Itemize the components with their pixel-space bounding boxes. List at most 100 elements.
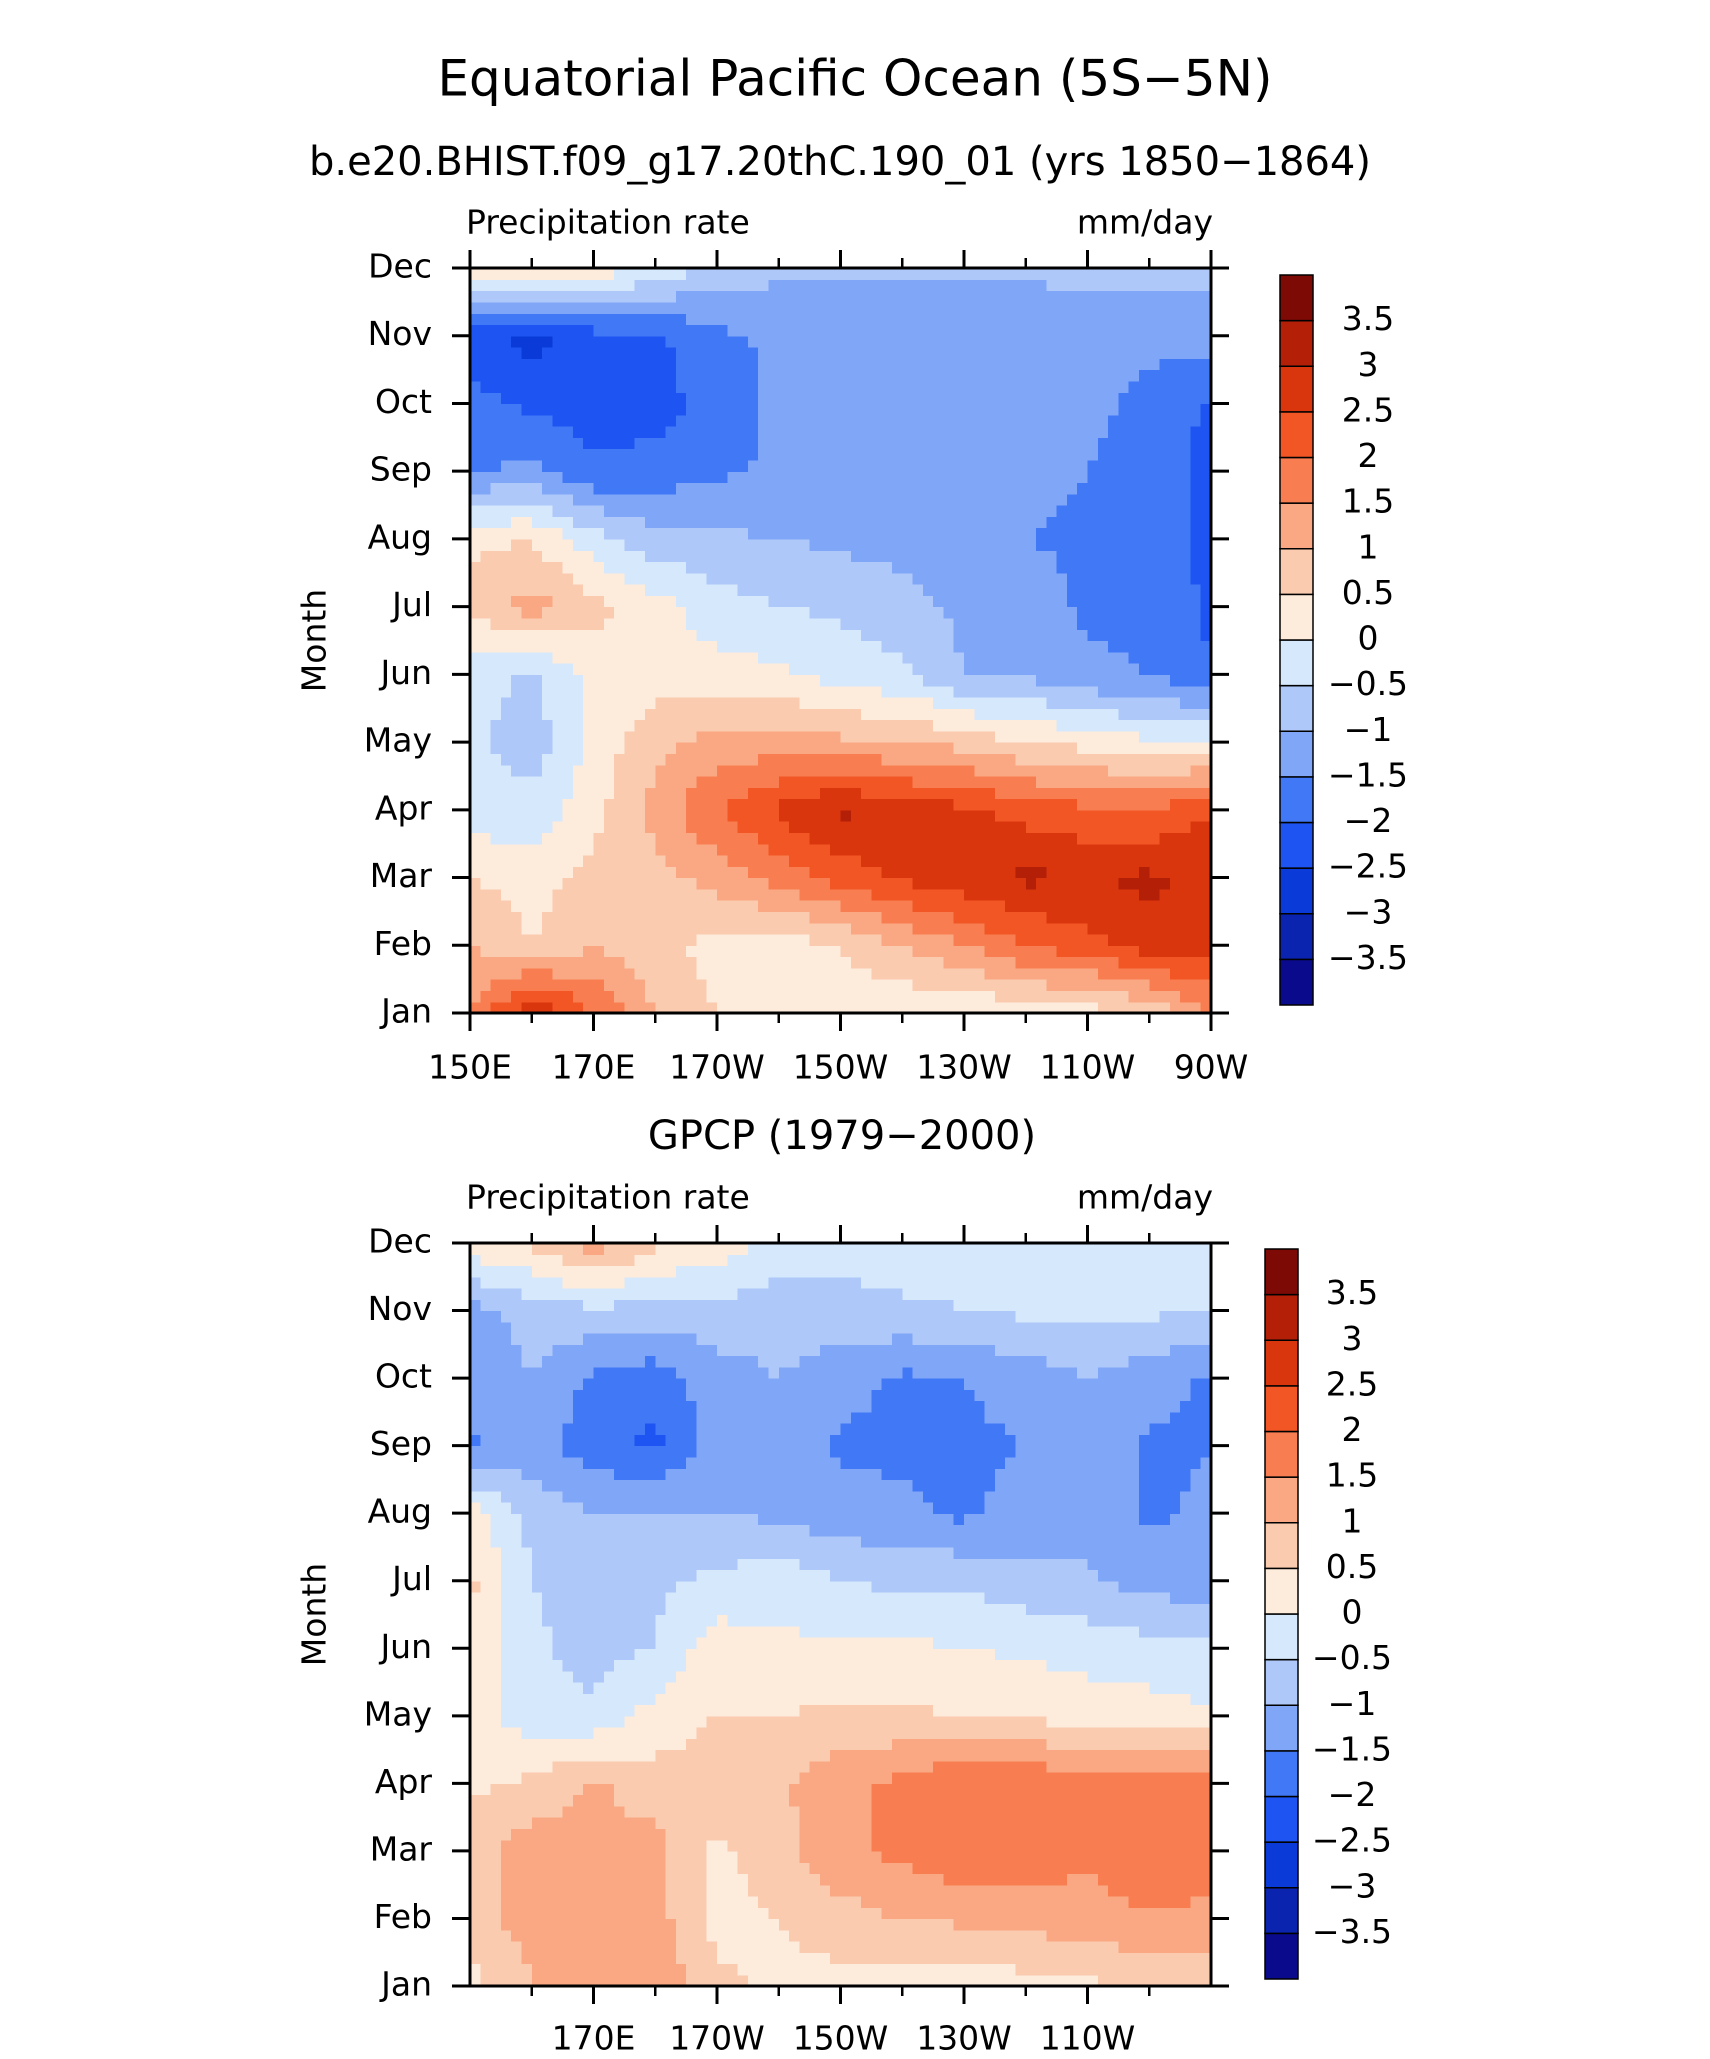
contour-patch (552, 572, 564, 585)
contour-patch (542, 945, 553, 958)
contour-patch (1128, 888, 1140, 901)
contour-patch (675, 730, 687, 743)
contour-patch (1005, 866, 1017, 879)
contour-patch (717, 708, 728, 721)
contour-patch (758, 538, 770, 551)
contour-patch (984, 877, 996, 890)
contour-patch (1159, 1001, 1171, 1014)
contour-patch (1097, 324, 1109, 337)
contour-cell (655, 742, 718, 811)
contour-patch (1138, 798, 1150, 811)
contour-patch (1046, 663, 1058, 675)
contour-patch (1180, 685, 1192, 698)
contour-patch (922, 290, 934, 303)
contour-patch (1169, 775, 1181, 788)
contour-patch (891, 347, 903, 359)
contour-patch (686, 787, 698, 800)
contour-patch (747, 459, 759, 472)
contour-patch (500, 933, 512, 946)
contour-patch (583, 753, 595, 766)
contour-patch (1077, 708, 1089, 721)
contour-patch (871, 922, 883, 935)
contour-patch (953, 651, 965, 664)
contour-patch (717, 335, 728, 348)
contour-patch (922, 888, 934, 901)
contour-patch (1097, 572, 1109, 585)
contour-patch (1190, 854, 1202, 867)
contour-patch (727, 730, 739, 743)
contour-patch (572, 663, 584, 675)
contour-patch (1138, 708, 1150, 721)
contour-cell (1025, 335, 1089, 405)
contour-patch (891, 832, 903, 845)
contour-patch (1087, 561, 1099, 574)
contour-patch (902, 268, 914, 280)
contour-patch (480, 922, 492, 935)
contour-patch (717, 798, 728, 811)
contour-patch (1108, 922, 1119, 935)
contour-patch (1108, 313, 1119, 326)
contour-patch (1190, 877, 1202, 890)
contour-patch (470, 347, 481, 359)
contour-patch (490, 629, 502, 642)
contour-patch (778, 414, 790, 427)
contour-patch (1087, 301, 1099, 314)
contour-patch (634, 674, 646, 687)
contour-patch (552, 945, 564, 958)
contour-patch (1190, 369, 1202, 382)
contour-patch (480, 775, 492, 788)
contour-patch (717, 414, 728, 427)
contour-patch (799, 403, 811, 416)
contour-patch (1015, 279, 1027, 292)
contour-patch (531, 595, 543, 608)
contour-patch (531, 719, 543, 732)
contour-patch (490, 674, 502, 687)
contour-patch (655, 967, 667, 980)
contour-patch (655, 866, 667, 879)
contour-patch (902, 877, 914, 890)
contour-patch (789, 369, 800, 382)
contour-patch (830, 584, 842, 596)
contour-patch (686, 674, 698, 687)
contour-patch (922, 335, 934, 348)
contour-patch (1005, 313, 1017, 326)
contour-patch (778, 279, 790, 292)
contour-patch (747, 324, 759, 337)
contour-patch (686, 832, 698, 845)
contour-patch (737, 527, 749, 540)
contour-patch (634, 516, 646, 529)
contour-patch (1046, 753, 1058, 766)
contour-patch (490, 877, 502, 890)
contour-patch (686, 821, 698, 833)
contour-patch (768, 380, 780, 393)
contour-patch (603, 787, 615, 800)
contour-patch (531, 821, 543, 833)
contour-patch (511, 933, 523, 946)
contour-patch (1056, 380, 1068, 393)
contour-patch (964, 843, 975, 856)
contour-patch (644, 933, 656, 946)
contour-patch (809, 313, 821, 326)
contour-patch (470, 843, 481, 856)
contour-patch (1005, 730, 1017, 743)
contour-patch (717, 719, 728, 732)
contour-patch (1066, 629, 1078, 642)
contour-patch (521, 324, 533, 337)
contour-patch (1097, 663, 1109, 675)
contour-patch (747, 493, 759, 506)
contour-patch (603, 584, 615, 596)
contour-patch (994, 482, 1006, 495)
contour-patch (933, 459, 945, 472)
contour-patch (500, 572, 512, 585)
contour-patch (1149, 651, 1161, 664)
contour-patch (840, 967, 852, 980)
contour-patch (1005, 426, 1017, 438)
contour-patch (768, 854, 780, 867)
contour-patch (562, 471, 574, 484)
contour-patch (706, 764, 718, 777)
contour-patch (500, 877, 512, 890)
contour-patch (1046, 798, 1058, 811)
contour-patch (994, 459, 1006, 472)
contour-patch (1200, 651, 1212, 664)
contour-patch (1036, 832, 1047, 845)
